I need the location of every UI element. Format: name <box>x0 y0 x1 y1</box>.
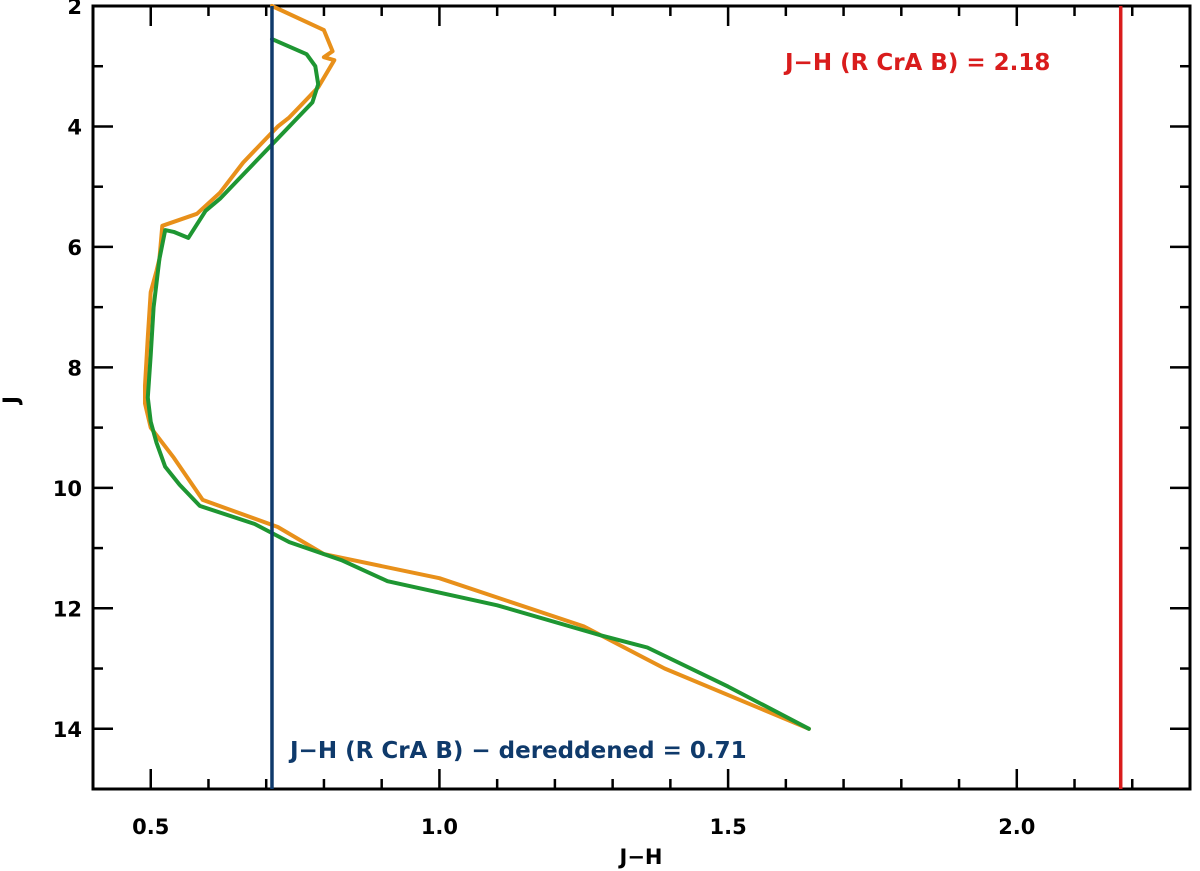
x-axis-title: J−H <box>618 845 663 869</box>
annotation-red-line: J−H (R CrA B) = 2.18 <box>783 50 1050 76</box>
x-tick-label: 1.5 <box>710 815 747 839</box>
plot-frame <box>91 4 1192 791</box>
annotation-blue-line: J−H (R CrA B) − dereddened = 0.71 <box>288 738 747 764</box>
y-tick-label: 8 <box>67 356 82 380</box>
y-tick-label: 2 <box>67 0 82 19</box>
y-axis-title: J <box>0 396 23 406</box>
y-tick-label: 12 <box>53 597 82 621</box>
x-tick-label: 0.5 <box>132 815 169 839</box>
orange-series-line <box>143 4 811 731</box>
reference-lines <box>270 6 1123 789</box>
axis-tick-labels: 0.5 1.0 1.5 2.0 2 4 6 8 10 12 14 <box>53 0 1036 839</box>
x-tick-label: 2.0 <box>998 815 1035 839</box>
y-tick-label: 14 <box>53 718 82 742</box>
y-tick-label: 10 <box>53 477 82 501</box>
y-tick-label: 4 <box>67 115 82 139</box>
y-tick-label: 6 <box>67 236 82 260</box>
axis-ticks <box>91 4 1192 791</box>
green-series-line <box>145 37 811 731</box>
series-layer <box>143 4 811 731</box>
x-tick-label: 1.0 <box>421 815 458 839</box>
